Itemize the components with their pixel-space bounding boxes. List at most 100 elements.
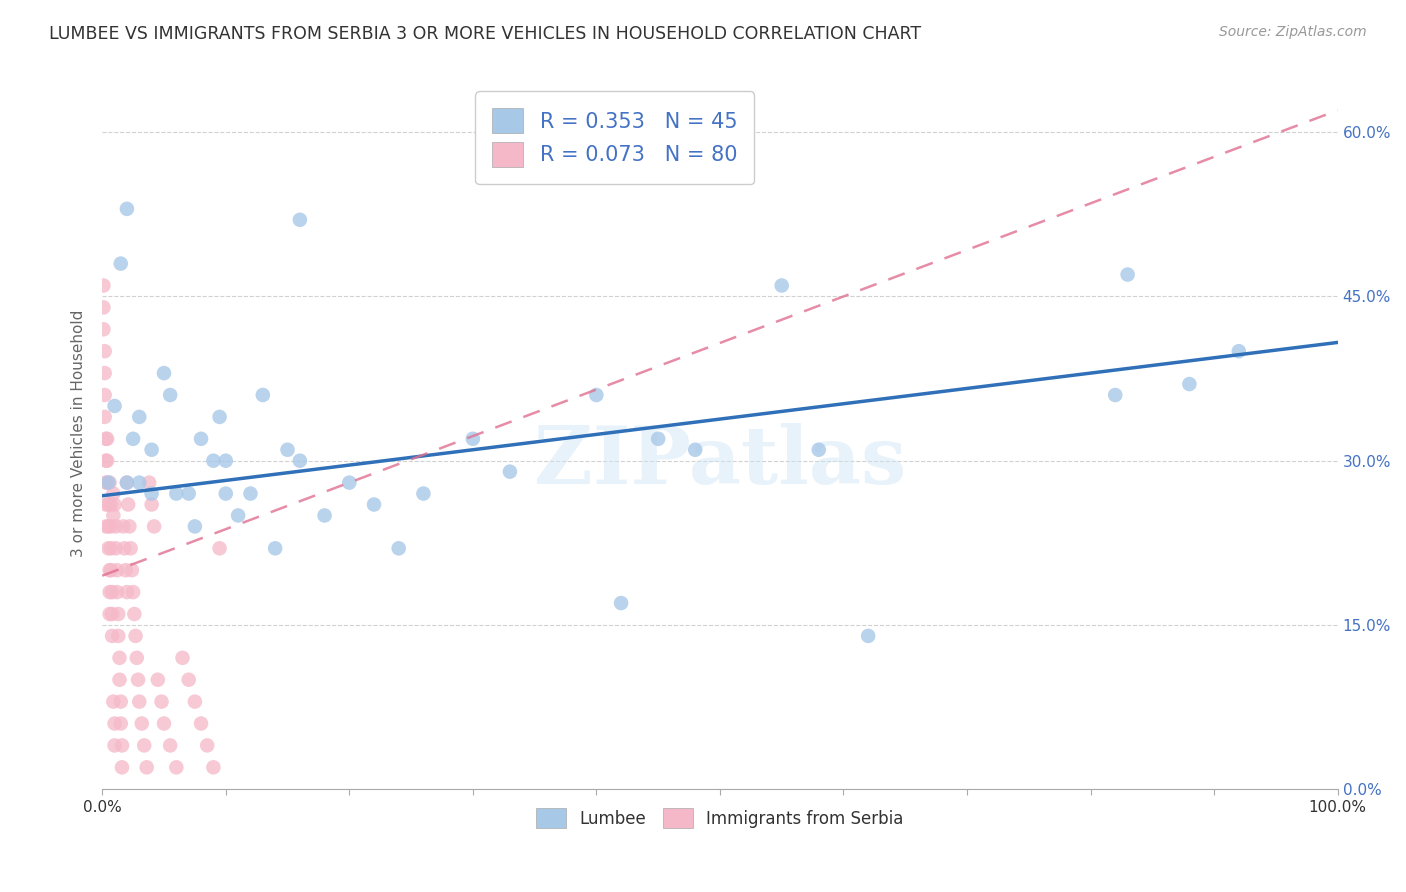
Point bbox=[110, 257, 132, 271]
Point bbox=[93, 322, 115, 336]
Point bbox=[856, 629, 879, 643]
Point bbox=[94, 519, 117, 533]
Point bbox=[226, 508, 249, 523]
Point bbox=[124, 607, 146, 621]
Point bbox=[153, 716, 176, 731]
Point bbox=[98, 563, 121, 577]
Point bbox=[208, 541, 231, 556]
Point bbox=[770, 278, 793, 293]
Point bbox=[239, 486, 262, 500]
Point bbox=[388, 541, 411, 556]
Point bbox=[288, 212, 311, 227]
Point bbox=[104, 519, 127, 533]
Point bbox=[98, 585, 121, 599]
Point bbox=[94, 432, 117, 446]
Point bbox=[115, 202, 138, 216]
Point bbox=[165, 486, 187, 500]
Point bbox=[276, 442, 298, 457]
Point bbox=[107, 629, 129, 643]
Point bbox=[264, 541, 287, 556]
Point bbox=[105, 585, 128, 599]
Point bbox=[96, 453, 118, 467]
Point bbox=[103, 716, 125, 731]
Point bbox=[134, 739, 156, 753]
Point bbox=[461, 432, 484, 446]
Point bbox=[124, 629, 146, 643]
Point bbox=[114, 563, 136, 577]
Point bbox=[98, 475, 121, 490]
Point bbox=[120, 541, 142, 556]
Point bbox=[100, 519, 122, 533]
Point bbox=[93, 409, 115, 424]
Point bbox=[683, 442, 706, 457]
Point bbox=[107, 607, 129, 621]
Point bbox=[94, 475, 117, 490]
Point bbox=[97, 541, 120, 556]
Point bbox=[128, 409, 150, 424]
Point bbox=[412, 486, 434, 500]
Point bbox=[110, 695, 132, 709]
Point bbox=[1178, 377, 1201, 392]
Point bbox=[177, 486, 200, 500]
Point bbox=[100, 541, 122, 556]
Point bbox=[101, 585, 124, 599]
Point bbox=[215, 453, 238, 467]
Point bbox=[93, 301, 115, 315]
Point bbox=[100, 563, 122, 577]
Point bbox=[100, 498, 122, 512]
Text: Source: ZipAtlas.com: Source: ZipAtlas.com bbox=[1219, 25, 1367, 39]
Point bbox=[159, 388, 181, 402]
Point bbox=[337, 475, 360, 490]
Text: ZIPatlas: ZIPatlas bbox=[534, 423, 905, 500]
Point bbox=[647, 432, 669, 446]
Point bbox=[117, 498, 139, 512]
Point bbox=[499, 465, 522, 479]
Point bbox=[105, 563, 128, 577]
Point bbox=[111, 739, 134, 753]
Point bbox=[125, 650, 148, 665]
Point bbox=[138, 475, 160, 490]
Point bbox=[93, 388, 115, 402]
Point bbox=[103, 695, 125, 709]
Point bbox=[128, 695, 150, 709]
Point bbox=[363, 498, 385, 512]
Point bbox=[208, 409, 231, 424]
Point bbox=[103, 486, 125, 500]
Point bbox=[115, 475, 138, 490]
Point bbox=[114, 541, 136, 556]
Point bbox=[288, 453, 311, 467]
Point bbox=[93, 344, 115, 359]
Point bbox=[177, 673, 200, 687]
Point bbox=[172, 650, 194, 665]
Point bbox=[93, 366, 115, 380]
Point bbox=[146, 673, 169, 687]
Point bbox=[131, 716, 153, 731]
Point bbox=[96, 432, 118, 446]
Point bbox=[115, 585, 138, 599]
Point bbox=[101, 607, 124, 621]
Point bbox=[165, 760, 187, 774]
Point bbox=[128, 475, 150, 490]
Point bbox=[118, 519, 141, 533]
Point bbox=[153, 366, 176, 380]
Point bbox=[1116, 268, 1139, 282]
Point bbox=[122, 585, 145, 599]
Point bbox=[150, 695, 173, 709]
Point bbox=[104, 541, 127, 556]
Point bbox=[103, 508, 125, 523]
Point bbox=[135, 760, 157, 774]
Point bbox=[121, 563, 143, 577]
Point bbox=[141, 442, 163, 457]
Point bbox=[190, 432, 212, 446]
Point bbox=[103, 498, 125, 512]
Point bbox=[94, 453, 117, 467]
Point bbox=[93, 278, 115, 293]
Point bbox=[252, 388, 274, 402]
Point bbox=[112, 519, 135, 533]
Point bbox=[127, 673, 149, 687]
Point bbox=[314, 508, 336, 523]
Y-axis label: 3 or more Vehicles in Household: 3 or more Vehicles in Household bbox=[72, 310, 86, 557]
Point bbox=[202, 453, 225, 467]
Point bbox=[98, 607, 121, 621]
Point bbox=[585, 388, 607, 402]
